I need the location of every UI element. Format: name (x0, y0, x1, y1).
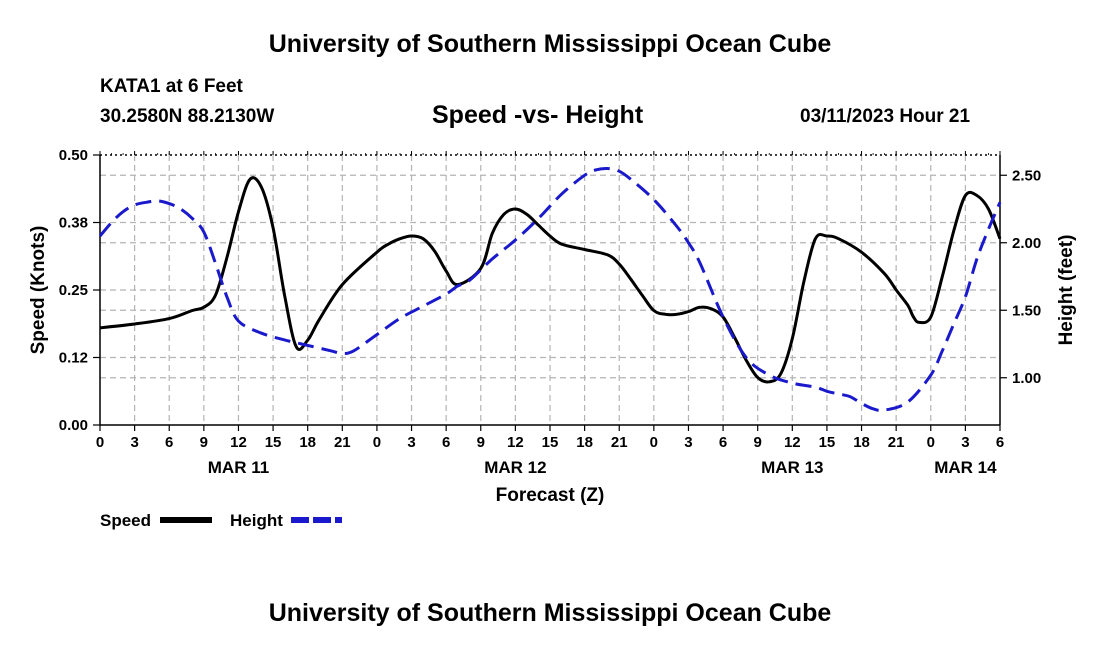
x-tick-label: 0 (927, 434, 935, 451)
speed-height-chart: 0 3 6 9 12 15 18 21 0 3 6 9 12 15 18 21 0 3 6 9 12 15 18 21 0 3 6 0… (28, 147, 1077, 530)
x-tick-label: 18 (576, 434, 593, 451)
station-coordinates: 30.2580N 88.2130W (100, 106, 275, 127)
x-tick-label: 6 (719, 434, 727, 451)
x-date-label: MAR 13 (761, 458, 823, 477)
x-tick-label: 3 (684, 434, 692, 451)
y2-tick-label: 2.00 (1012, 235, 1041, 252)
x-tick-label: 3 (130, 434, 138, 451)
series-line-height (98, 166, 1002, 413)
legend-label-height: Height (230, 511, 283, 530)
x-tick-label: 12 (230, 434, 247, 451)
legend: Speed Height (100, 511, 342, 530)
x-tick-label: 21 (611, 434, 628, 451)
x-axis-title: Forecast (Z) (496, 485, 605, 506)
x-tick-label: 6 (442, 434, 450, 451)
y2-tick-label: 1.50 (1012, 302, 1041, 319)
y-axis-title: Speed (Knots) (28, 226, 49, 355)
x-tick-label: 0 (650, 434, 658, 451)
station-label: KATA1 at 6 Feet (100, 76, 243, 97)
axis-labels: 0 3 6 9 12 15 18 21 0 3 6 9 12 15 18 21 0 3 6 9 12 15 18 21 0 3 6 0… (28, 147, 1077, 506)
x-date-label: MAR 11 (208, 458, 269, 477)
y-tick-label: 0.12 (59, 350, 88, 367)
page-title: University of Southern Mississippi Ocean… (268, 30, 832, 58)
x-tick-label: 3 (961, 434, 969, 451)
legend-label-speed: Speed (100, 511, 151, 530)
x-tick-label: 6 (165, 434, 173, 451)
x-tick-label: 12 (784, 434, 801, 451)
x-tick-label: 18 (853, 434, 870, 451)
x-tick-label: 9 (754, 434, 762, 451)
y-tick-label: 0.38 (59, 215, 88, 232)
x-date-label: MAR 14 (934, 458, 997, 477)
forecast-datetime: 03/11/2023 Hour 21 (800, 106, 971, 127)
x-tick-label: 21 (334, 434, 351, 451)
x-tick-label: 9 (477, 434, 485, 451)
x-tick-label: 15 (542, 434, 559, 451)
x-tick-label: 15 (265, 434, 282, 451)
y2-tick-label: 2.50 (1012, 167, 1041, 184)
y-tick-label: 0.50 (59, 147, 88, 164)
series-lines (98, 166, 1002, 413)
x-tick-label: 9 (200, 434, 208, 451)
axes (93, 151, 1007, 431)
series-line-speed (99, 176, 1002, 384)
grid-lines (100, 155, 1000, 425)
page-title-bottom: University of Southern Mississippi Ocean… (268, 599, 832, 627)
y2-tick-label: 1.00 (1012, 370, 1041, 387)
x-date-label: MAR 12 (484, 458, 546, 477)
x-tick-label: 12 (507, 434, 524, 451)
x-tick-label: 18 (299, 434, 316, 451)
x-tick-label: 0 (373, 434, 381, 451)
chart-title: Speed -vs- Height (432, 101, 644, 129)
y-tick-label: 0.00 (59, 417, 88, 434)
x-tick-label: 21 (888, 434, 905, 451)
x-tick-label: 0 (96, 434, 104, 451)
y2-axis-title: Height (feet) (1056, 235, 1077, 346)
x-tick-label: 3 (407, 434, 415, 451)
x-tick-label: 15 (819, 434, 836, 451)
y-tick-label: 0.25 (59, 282, 88, 299)
x-tick-label: 6 (996, 434, 1004, 451)
